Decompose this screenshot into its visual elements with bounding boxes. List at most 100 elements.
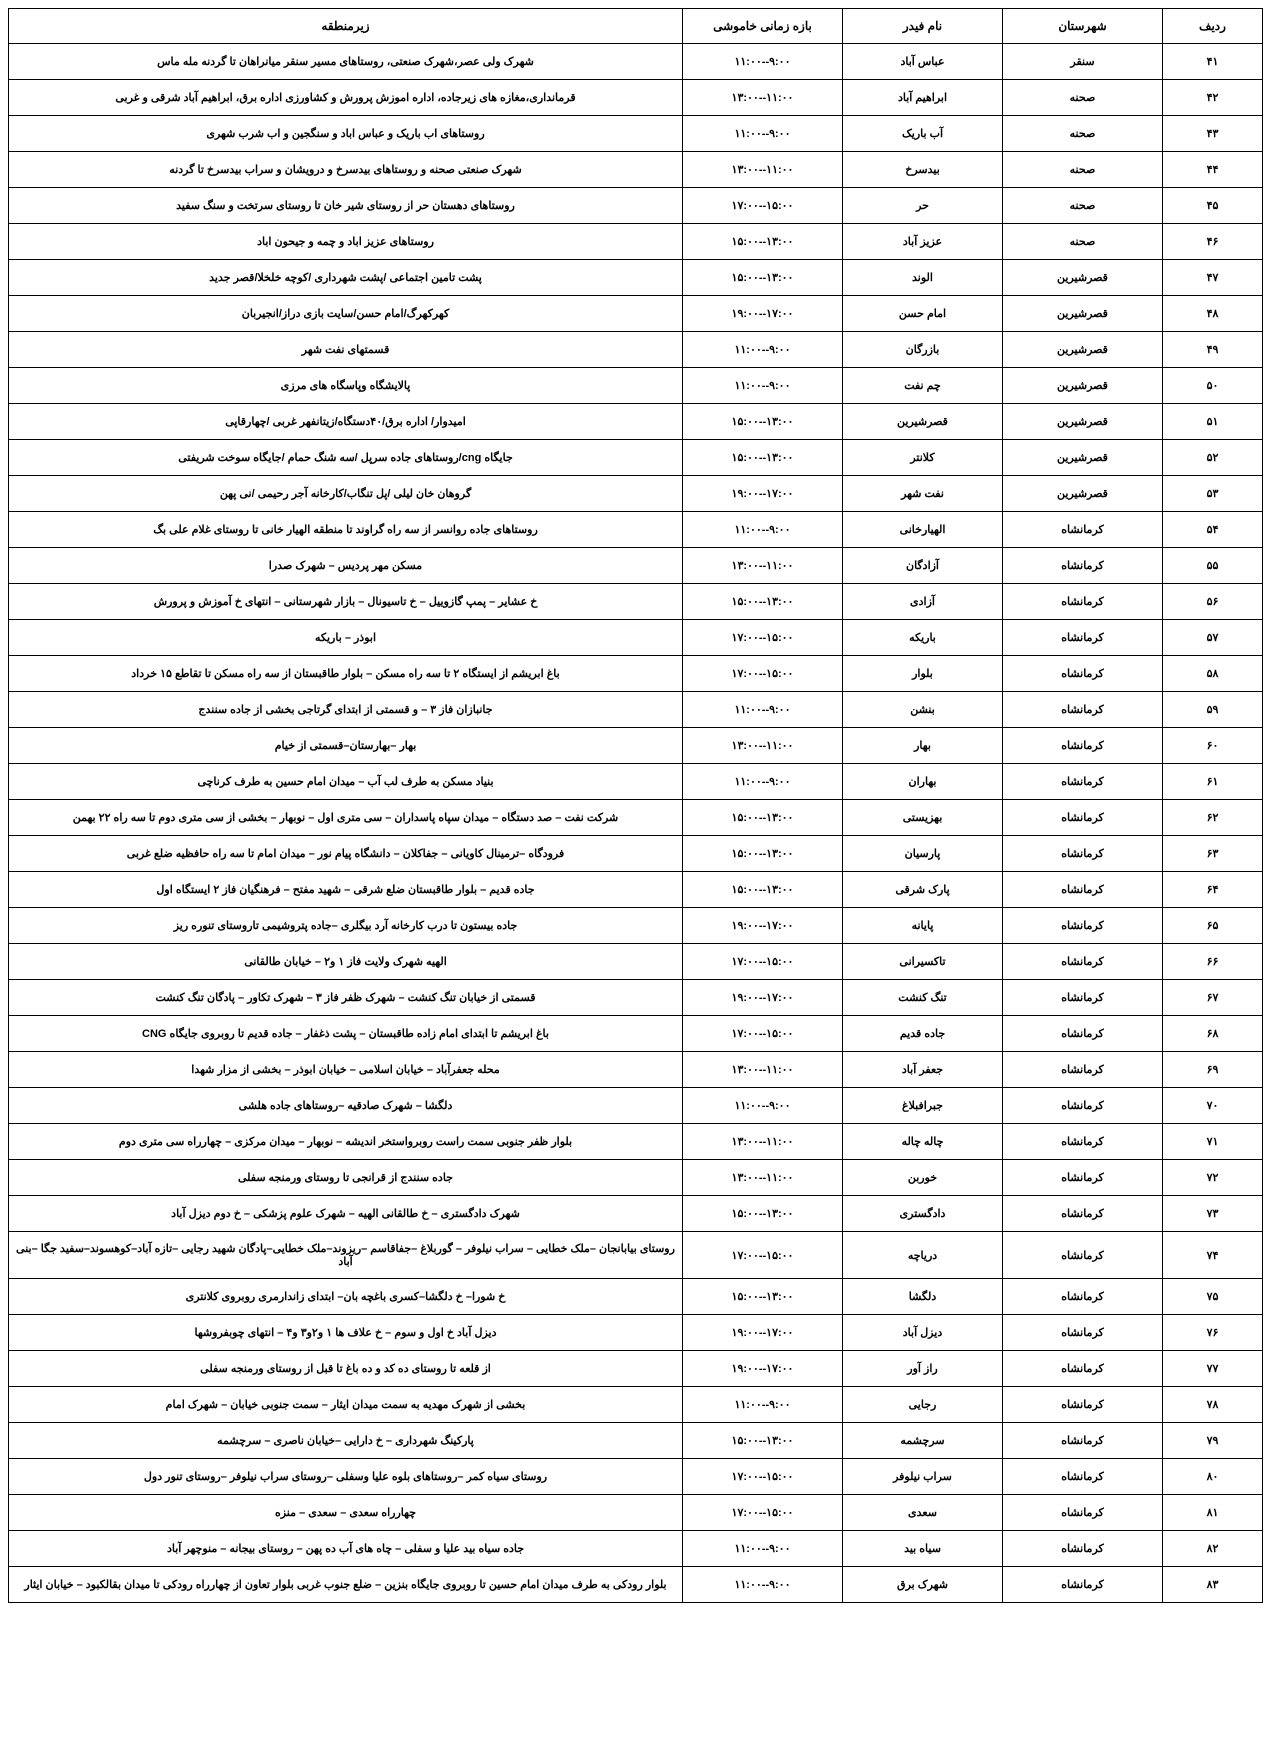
cell-time: ۱۱:۰۰--۱۳:۰۰ [683,1124,843,1160]
cell-row: ۵۸ [1163,656,1263,692]
cell-time: ۱۳:۰۰--۱۵:۰۰ [683,260,843,296]
cell-row: ۵۹ [1163,692,1263,728]
cell-row: ۴۱ [1163,44,1263,80]
cell-row: ۸۲ [1163,1531,1263,1567]
cell-city: قصرشیرین [1003,404,1163,440]
cell-time: ۱۳:۰۰--۱۵:۰۰ [683,224,843,260]
cell-city: سنقر [1003,44,1163,80]
table-row: ۵۸کرمانشاهبلوار۱۵:۰۰--۱۷:۰۰باغ ابریشم از… [9,656,1263,692]
cell-feeder: جاده قدیم [843,1016,1003,1052]
cell-city: کرمانشاه [1003,764,1163,800]
table-row: ۸۰کرمانشاهسراب نیلوفر۱۵:۰۰--۱۷:۰۰روستای … [9,1459,1263,1495]
cell-area: چهارراه سعدی – سعدی – منزه [9,1495,683,1531]
cell-time: ۱۱:۰۰--۱۳:۰۰ [683,728,843,764]
cell-time: ۹:۰۰--۱۱:۰۰ [683,512,843,548]
cell-area: جانبازان فاز ۳ – و قسمتی از ابتدای گرتاج… [9,692,683,728]
table-row: ۵۱قصرشیرینقصرشیرین۱۳:۰۰--۱۵:۰۰امیدوار/ ا… [9,404,1263,440]
table-row: ۴۴صحنهبیدسرخ۱۱:۰۰--۱۳:۰۰شهرک صنعتی صحنه … [9,152,1263,188]
cell-area: ابوذر – باریکه [9,620,683,656]
cell-row: ۵۵ [1163,548,1263,584]
table-row: ۴۵صحنهحر۱۵:۰۰--۱۷:۰۰روستاهای دهستان حر ا… [9,188,1263,224]
table-row: ۴۹قصرشیرینبازرگان۹:۰۰--۱۱:۰۰قسمتهای نفت … [9,332,1263,368]
cell-area: شهرک دادگستری – خ طالقانی الهیه – شهرک ع… [9,1196,683,1232]
cell-row: ۴۷ [1163,260,1263,296]
cell-area: بلوار ظفر جنوبی سمت راست روبرواستخر اندی… [9,1124,683,1160]
cell-area: امیدوار/ اداره برق/۴۰دستگاه/زیتانفهر غرب… [9,404,683,440]
cell-feeder: حر [843,188,1003,224]
table-row: ۴۶صحنهعزیز آباد۱۳:۰۰--۱۵:۰۰روستاهای عزیز… [9,224,1263,260]
cell-area: خ شورا– خ دلگشا–کسری باغچه بان– ابتدای ز… [9,1279,683,1315]
cell-feeder: بهاران [843,764,1003,800]
cell-area: شرکت نفت – صد دستگاه – میدان سپاه پاسدار… [9,800,683,836]
cell-feeder: آزادی [843,584,1003,620]
cell-area: جایگاه cng/روستاهای جاده سرپل /سه شنگ حم… [9,440,683,476]
header-time: بازه زمانی خاموشی [683,9,843,44]
cell-time: ۱۵:۰۰--۱۷:۰۰ [683,656,843,692]
cell-row: ۴۸ [1163,296,1263,332]
cell-row: ۵۳ [1163,476,1263,512]
cell-feeder: نفت شهر [843,476,1003,512]
cell-feeder: بنشن [843,692,1003,728]
cell-city: کرمانشاه [1003,728,1163,764]
cell-time: ۹:۰۰--۱۱:۰۰ [683,692,843,728]
cell-row: ۶۴ [1163,872,1263,908]
table-row: ۵۷کرمانشاهباریکه۱۵:۰۰--۱۷:۰۰ابوذر – باری… [9,620,1263,656]
cell-city: قصرشیرین [1003,476,1163,512]
cell-time: ۱۷:۰۰--۱۹:۰۰ [683,296,843,332]
cell-row: ۷۱ [1163,1124,1263,1160]
cell-feeder: پارک شرقی [843,872,1003,908]
cell-row: ۶۷ [1163,980,1263,1016]
cell-area: بلوار رودکی به طرف میدان امام حسین تا رو… [9,1567,683,1603]
table-row: ۴۷قصرشیرینالوند۱۳:۰۰--۱۵:۰۰پشت تامین اجت… [9,260,1263,296]
cell-feeder: بهزیستی [843,800,1003,836]
cell-row: ۵۱ [1163,404,1263,440]
table-row: ۶۴کرمانشاهپارک شرقی۱۳:۰۰--۱۵:۰۰جاده قدیم… [9,872,1263,908]
table-row: ۷۶کرمانشاهدیزل آباد۱۷:۰۰--۱۹:۰۰دیزل آباد… [9,1315,1263,1351]
table-row: ۷۰کرمانشاهجبرافبلاغ۹:۰۰--۱۱:۰۰دلگشا – شه… [9,1088,1263,1124]
table-row: ۶۶کرمانشاهتاکسیرانی۱۵:۰۰--۱۷:۰۰الهیه شهر… [9,944,1263,980]
cell-time: ۱۵:۰۰--۱۷:۰۰ [683,1459,843,1495]
table-row: ۷۵کرمانشاهدلگشا۱۳:۰۰--۱۵:۰۰خ شورا– خ دلگ… [9,1279,1263,1315]
cell-time: ۱۵:۰۰--۱۷:۰۰ [683,620,843,656]
table-row: ۶۷کرمانشاهتنگ کنشت۱۷:۰۰--۱۹:۰۰قسمتی از خ… [9,980,1263,1016]
cell-city: کرمانشاه [1003,908,1163,944]
cell-feeder: ابراهیم آباد [843,80,1003,116]
cell-city: کرمانشاه [1003,548,1163,584]
cell-row: ۶۱ [1163,764,1263,800]
cell-area: از قلعه تا روستای ده کد و ده باغ تا قبل … [9,1351,683,1387]
table-row: ۶۹کرمانشاهجعفر آباد۱۱:۰۰--۱۳:۰۰محله جعفر… [9,1052,1263,1088]
cell-area: باغ ابریشم از ایستگاه ۲ تا سه راه مسکن –… [9,656,683,692]
cell-feeder: رجایی [843,1387,1003,1423]
cell-row: ۴۶ [1163,224,1263,260]
table-row: ۷۷کرمانشاهراز آور۱۷:۰۰--۱۹:۰۰از قلعه تا … [9,1351,1263,1387]
cell-area: گروهان خان لیلی /پل تنگاب/کارخانه آجر رح… [9,476,683,512]
table-row: ۴۲صحنهابراهیم آباد۱۱:۰۰--۱۳:۰۰قرمانداری،… [9,80,1263,116]
cell-feeder: الهیارخانی [843,512,1003,548]
cell-city: صحنه [1003,80,1163,116]
cell-city: کرمانشاه [1003,1124,1163,1160]
cell-row: ۷۰ [1163,1088,1263,1124]
cell-feeder: تاکسیرانی [843,944,1003,980]
cell-area: قسمتی از خیابان تنگ کنشت – شهرک ظفر فاز … [9,980,683,1016]
cell-time: ۹:۰۰--۱۱:۰۰ [683,1531,843,1567]
cell-city: کرمانشاه [1003,800,1163,836]
cell-feeder: دیزل آباد [843,1315,1003,1351]
cell-city: کرمانشاه [1003,836,1163,872]
cell-row: ۷۷ [1163,1351,1263,1387]
cell-city: کرمانشاه [1003,1351,1163,1387]
cell-feeder: کلانتر [843,440,1003,476]
cell-feeder: بازرگان [843,332,1003,368]
cell-feeder: عزیز آباد [843,224,1003,260]
table-row: ۷۱کرمانشاهچاله چاله۱۱:۰۰--۱۳:۰۰بلوار ظفر… [9,1124,1263,1160]
cell-feeder: سیاه بید [843,1531,1003,1567]
cell-feeder: تنگ کنشت [843,980,1003,1016]
cell-time: ۱۱:۰۰--۱۳:۰۰ [683,80,843,116]
cell-row: ۷۹ [1163,1423,1263,1459]
cell-area: دلگشا – شهرک صادقیه –روستاهای جاده هلشی [9,1088,683,1124]
cell-row: ۵۴ [1163,512,1263,548]
cell-city: صحنه [1003,152,1163,188]
cell-city: کرمانشاه [1003,1315,1163,1351]
cell-time: ۱۵:۰۰--۱۷:۰۰ [683,1016,843,1052]
table-row: ۸۲کرمانشاهسیاه بید۹:۰۰--۱۱:۰۰جاده سیاه ب… [9,1531,1263,1567]
cell-city: کرمانشاه [1003,980,1163,1016]
